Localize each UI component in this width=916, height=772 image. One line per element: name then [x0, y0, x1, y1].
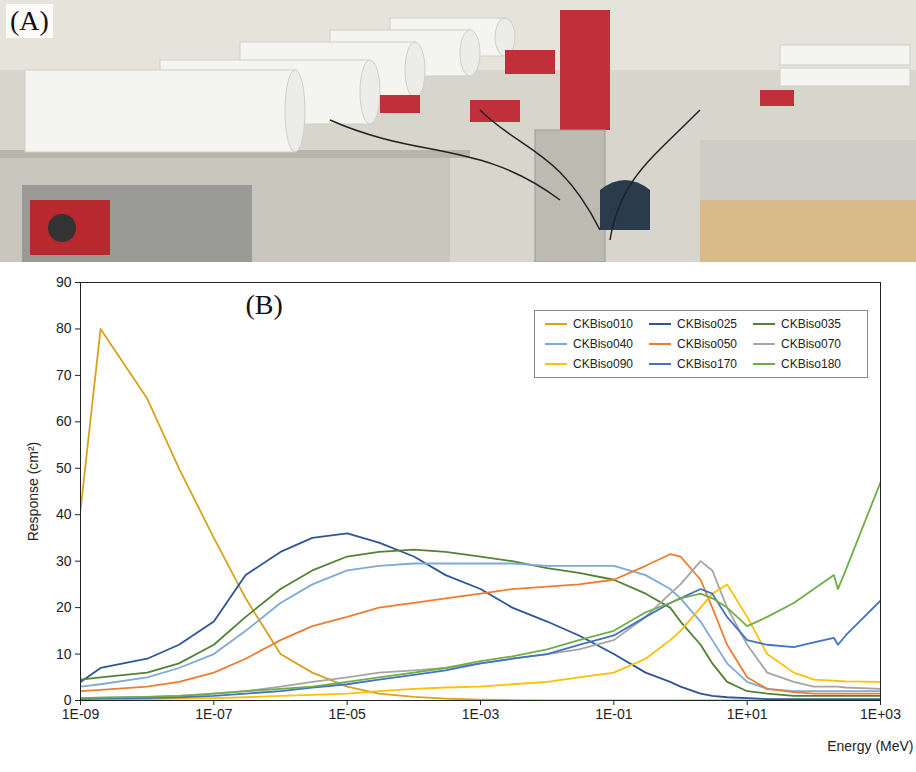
svg-text:80: 80: [56, 320, 72, 336]
svg-text:1E+03: 1E+03: [860, 706, 901, 722]
svg-text:1E-03: 1E-03: [462, 706, 500, 722]
html-text:CKBiso170: CKBiso170: [677, 357, 737, 371]
html-text:CKBiso025: CKBiso025: [677, 317, 737, 331]
html-text:CKBiso090: CKBiso090: [573, 357, 633, 371]
svg-text:1E-05: 1E-05: [328, 706, 366, 722]
svg-text:1E-01: 1E-01: [595, 706, 633, 722]
svg-text:1E-09: 1E-09: [62, 706, 100, 722]
svg-text:20: 20: [56, 599, 72, 615]
svg-text:90: 90: [56, 274, 72, 290]
svg-text:0: 0: [63, 692, 72, 708]
svg-text:60: 60: [56, 413, 72, 429]
svg-text:10: 10: [56, 646, 72, 662]
svg-text:1E+01: 1E+01: [727, 706, 768, 722]
html-text:CKBiso070: CKBiso070: [781, 337, 841, 351]
html-text:CKBiso040: CKBiso040: [573, 337, 633, 351]
html-text:CKBiso010: CKBiso010: [573, 317, 633, 331]
svg-text:Response (cm²): Response (cm²): [25, 442, 41, 542]
svg-text:30: 30: [56, 553, 72, 569]
svg-text:1E-07: 1E-07: [195, 706, 233, 722]
html-text:CKBiso035: CKBiso035: [781, 317, 841, 331]
svg-text:70: 70: [56, 367, 72, 383]
svg-text:Energy (MeV): Energy (MeV): [827, 738, 913, 754]
html-text:CKBiso180: CKBiso180: [781, 357, 841, 371]
svg-text:40: 40: [56, 506, 72, 522]
svg-text:(B): (B): [246, 289, 283, 320]
svg-text:50: 50: [56, 460, 72, 476]
html-text:(A): (A): [10, 5, 49, 36]
html-text:CKBiso050: CKBiso050: [677, 337, 737, 351]
